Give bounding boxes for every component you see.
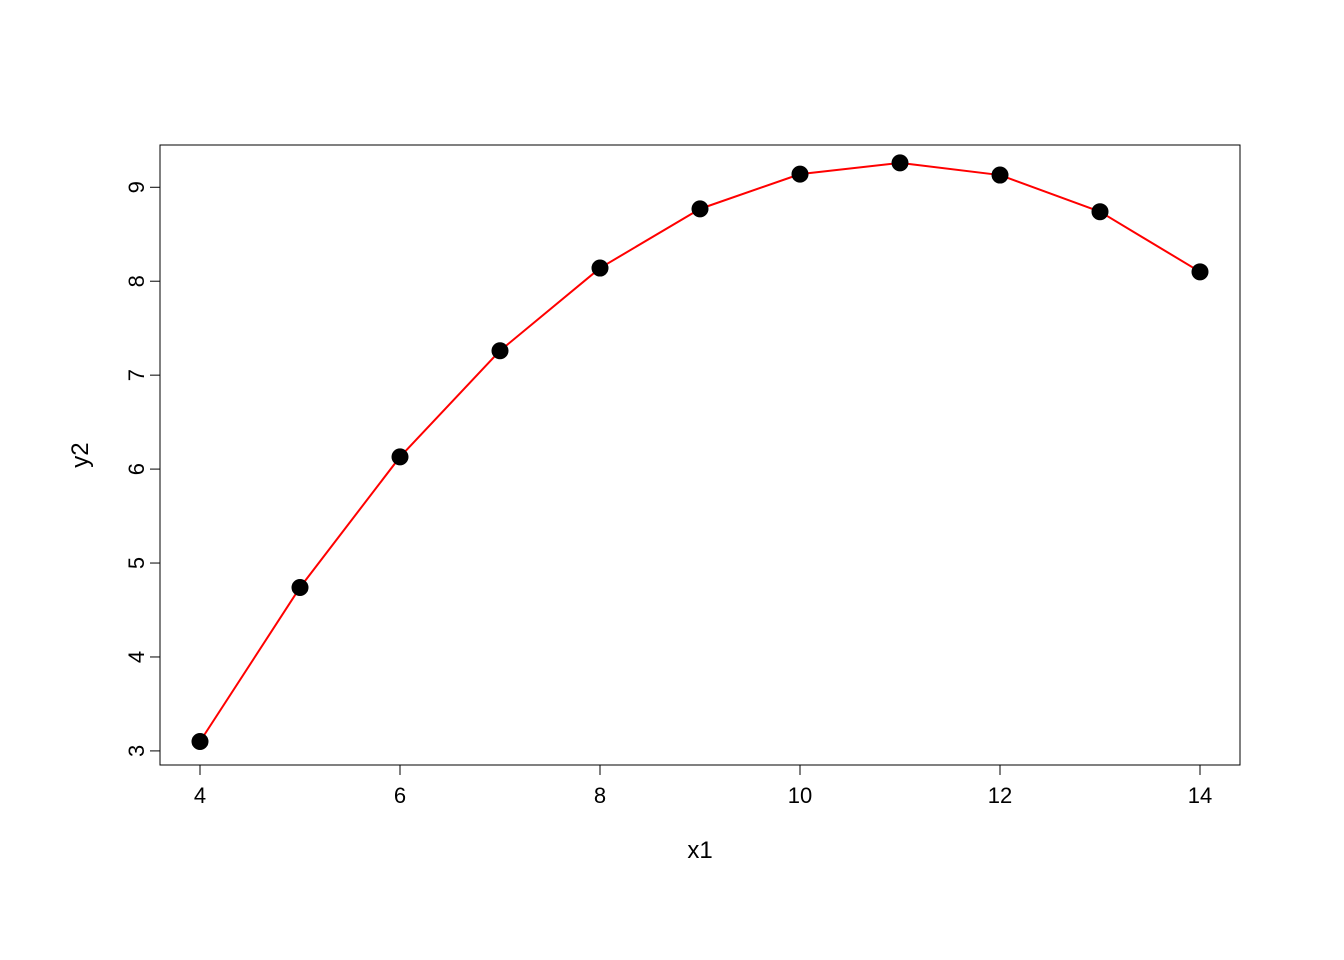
- x-tick-label: 4: [194, 783, 206, 808]
- x-tick-label: 6: [394, 783, 406, 808]
- data-point: [192, 734, 208, 750]
- data-point: [1092, 204, 1108, 220]
- y-axis-label: y2: [67, 442, 94, 467]
- y-tick-label: 6: [124, 463, 149, 475]
- data-point: [592, 260, 608, 276]
- data-point: [692, 201, 708, 217]
- y-tick-label: 5: [124, 557, 149, 569]
- chart-background: [0, 0, 1344, 960]
- data-point: [292, 579, 308, 595]
- scatter-line-chart: 4 6 8 10 12 14 3 4 5 6 7 8 9 x1 y2: [0, 0, 1344, 960]
- x-axis-label: x1: [687, 837, 712, 864]
- x-tick-label: 12: [988, 783, 1012, 808]
- data-point: [392, 449, 408, 465]
- x-tick-label: 8: [594, 783, 606, 808]
- y-tick-label: 7: [124, 369, 149, 381]
- y-tick-label: 4: [124, 651, 149, 663]
- data-point: [1192, 264, 1208, 280]
- data-point: [992, 167, 1008, 183]
- data-point: [892, 155, 908, 171]
- chart-container: 4 6 8 10 12 14 3 4 5 6 7 8 9 x1 y2: [0, 0, 1344, 960]
- x-tick-label: 10: [788, 783, 812, 808]
- x-tick-label: 14: [1188, 783, 1212, 808]
- y-tick-label: 9: [124, 181, 149, 193]
- y-tick-label: 3: [124, 745, 149, 757]
- y-tick-label: 8: [124, 275, 149, 287]
- data-point: [792, 166, 808, 182]
- data-point: [492, 343, 508, 359]
